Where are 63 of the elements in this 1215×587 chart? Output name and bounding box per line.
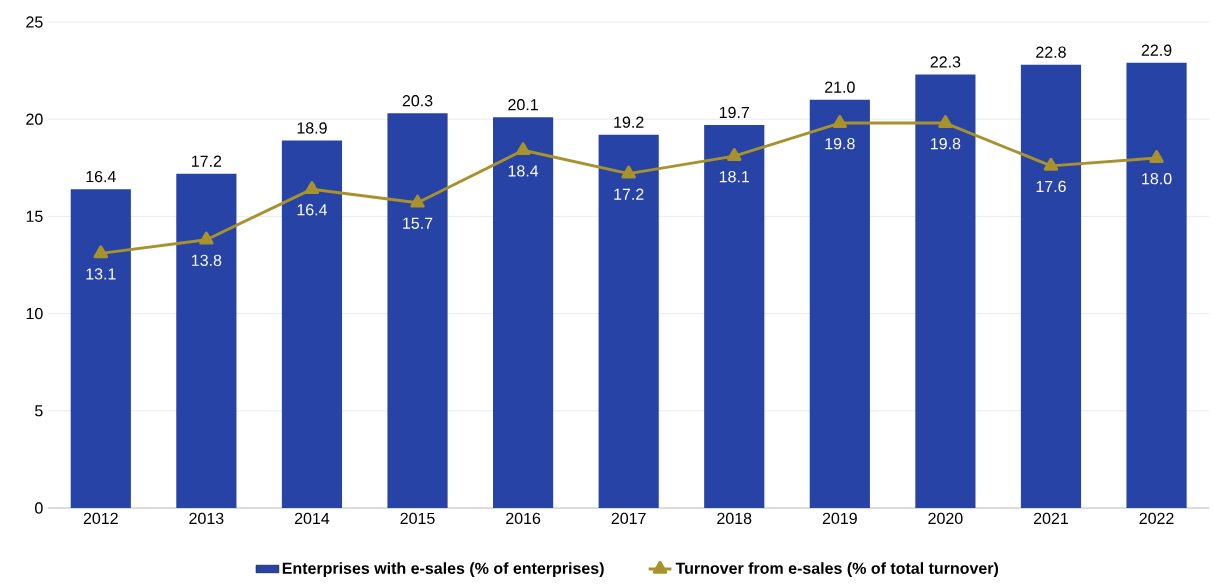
point	[515, 142, 531, 156]
x-tick-label: 2018	[717, 512, 752, 525]
y-tick-label: 10	[26, 307, 43, 320]
bar	[281, 140, 343, 508]
data-label: 18.9	[297, 122, 327, 134]
bar	[1020, 64, 1082, 508]
data-label: 18.1	[719, 171, 750, 183]
data-label: 13.8	[192, 254, 222, 266]
point	[304, 181, 320, 194]
bar	[176, 173, 237, 508]
y-tick-label: 0	[35, 502, 43, 514]
data-label: 16.4	[86, 170, 116, 183]
data-label: 21.0	[825, 81, 855, 93]
point	[410, 194, 425, 208]
x-tick-label: 2021	[1033, 512, 1068, 525]
x-tick-label: 2015	[400, 512, 435, 525]
data-label: 19.7	[719, 106, 750, 119]
bar	[493, 117, 554, 508]
data-label: 13.1	[86, 268, 116, 280]
x-tick-label: 2014	[294, 512, 330, 525]
data-label: 15.7	[403, 217, 433, 229]
point	[1043, 157, 1059, 171]
x-tick-label: 2016	[506, 512, 541, 525]
bar	[387, 113, 448, 508]
bar	[704, 125, 765, 508]
bar	[70, 189, 131, 508]
x-tick-label: 2020	[928, 512, 963, 525]
bar	[1126, 62, 1187, 508]
data-label: 22.9	[1141, 44, 1172, 56]
data-label: 16.4	[297, 204, 328, 216]
data-label: 17.6	[1036, 180, 1066, 193]
y-tick-label: 25	[26, 16, 43, 28]
legend-label: Turnover from e-sales (% of total turnover)	[675, 562, 999, 578]
data-label: 19.2	[614, 116, 644, 128]
legend-label: Enterprises with e-sales (% of enterprises)	[282, 562, 604, 578]
x-tick-label: 2022	[1139, 512, 1174, 525]
data-label: 18.0	[1142, 173, 1172, 185]
x-tick-label: 2019	[822, 512, 857, 525]
data-label: 19.8	[931, 138, 961, 150]
x-tick-label: 2013	[189, 512, 224, 525]
data-label: 22.8	[1036, 46, 1066, 58]
data-label: 20.3	[402, 95, 433, 107]
data-label: 17.2	[192, 155, 222, 167]
data-label: 19.8	[825, 138, 855, 150]
bar	[915, 74, 976, 508]
x-tick-label: 2012	[83, 512, 118, 525]
point	[93, 245, 109, 259]
y-tick-label: 20	[26, 113, 43, 125]
point	[832, 114, 848, 128]
data-label: 18.4	[508, 165, 539, 177]
point	[938, 114, 953, 128]
point	[1149, 149, 1164, 163]
y-tick-label: 15	[26, 210, 43, 222]
y-tick-label: 5	[35, 405, 43, 417]
x-tick-label: 2017	[611, 512, 646, 525]
data-label: 17.2	[614, 188, 644, 200]
data-label: 22.3	[930, 56, 961, 68]
point	[199, 231, 214, 245]
bar	[598, 134, 659, 508]
data-label: 20.1	[508, 99, 538, 111]
point	[727, 148, 742, 161]
bar	[809, 99, 870, 508]
point	[621, 165, 636, 179]
